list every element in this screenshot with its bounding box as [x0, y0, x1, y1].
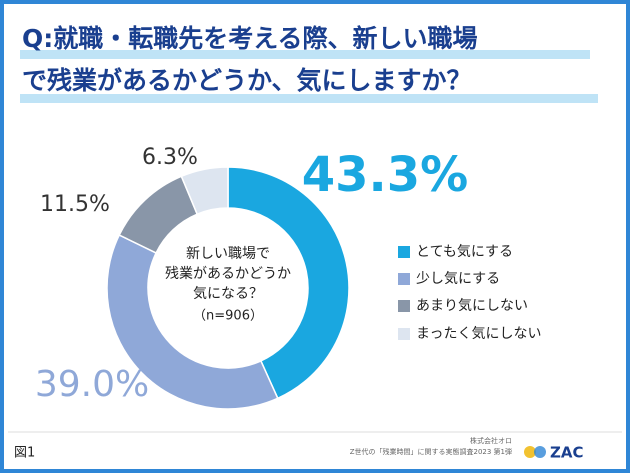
- company: 株式会社オロ: [470, 436, 512, 445]
- title-highlight: [20, 50, 590, 59]
- title-highlight: [20, 94, 598, 103]
- logo: ZAC: [550, 444, 584, 462]
- legend-label: まったく気にしない: [416, 326, 541, 342]
- source: Z世代の「残業時間」に関する実態調査2023 第1弾: [350, 447, 512, 456]
- figure-label: 図1: [14, 446, 35, 461]
- legend-swatch: [398, 300, 410, 312]
- chart-title: Q:就職・転職先を考える際、新しい職場: [22, 24, 478, 53]
- donut-segment: [106, 233, 279, 410]
- center-label: 残業があるかどうか: [165, 266, 291, 282]
- donut-segment: [180, 166, 229, 216]
- center-label: （n=906）: [193, 309, 263, 324]
- legend-swatch: [398, 273, 410, 285]
- legend-label: あまり気にしない: [416, 298, 528, 314]
- chart-title: で残業があるかどうか、気にしますか？: [22, 66, 472, 95]
- legend-swatch: [398, 328, 410, 340]
- logo-mark: [524, 446, 536, 458]
- logo-mark: [534, 446, 546, 458]
- legend-label: 少し気にする: [416, 271, 500, 287]
- value-label: 11.5%: [40, 192, 110, 217]
- value-label: 43.3%: [302, 147, 469, 203]
- center-label: 新しい職場で: [186, 246, 270, 262]
- center-label: 気になる？: [193, 286, 263, 302]
- value-label: 39.0%: [35, 364, 149, 405]
- legend-swatch: [398, 246, 410, 258]
- donut-segment: [227, 166, 350, 400]
- legend-label: とても気にする: [416, 244, 513, 260]
- value-label: 6.3%: [142, 145, 198, 170]
